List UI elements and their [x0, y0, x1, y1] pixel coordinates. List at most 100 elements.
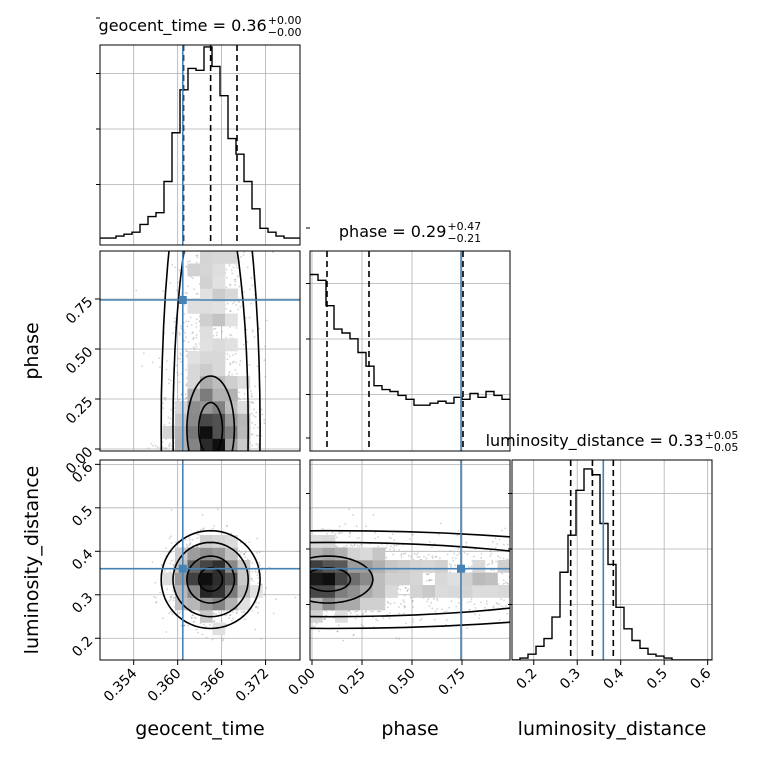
sample-point [201, 633, 204, 636]
sample-point [234, 278, 237, 281]
sample-point [338, 531, 341, 534]
sample-point [254, 606, 257, 609]
sample-point [252, 415, 255, 417]
sample-point [256, 426, 259, 429]
density-cell [175, 413, 188, 427]
sample-point [233, 300, 236, 303]
density-cell [212, 388, 226, 402]
sample-point [185, 396, 188, 399]
sample-point [474, 548, 477, 551]
sample-point [251, 579, 254, 582]
sample-point [251, 330, 254, 333]
sample-point [230, 619, 233, 622]
sample-point [364, 611, 367, 613]
sample-point [185, 368, 187, 371]
sample-point [337, 624, 340, 627]
sample-point [388, 536, 391, 539]
title-text: geocent_time = [99, 16, 232, 36]
density-cell [175, 438, 188, 451]
histogram-bin [108, 238, 116, 240]
sample-point [221, 330, 223, 333]
sample-point [238, 550, 241, 552]
title-text: luminosity_distance = [486, 431, 668, 451]
sample-point [208, 624, 211, 626]
sample-point [436, 597, 438, 600]
sample-point [165, 447, 168, 449]
density-cell [200, 251, 213, 264]
sample-point [425, 557, 428, 559]
sample-point [225, 614, 228, 617]
sample-point [427, 553, 430, 556]
sample-point [187, 341, 190, 344]
sample-point [502, 557, 505, 560]
density-cell [212, 585, 226, 598]
histogram-bin [172, 133, 180, 240]
sample-point [203, 623, 205, 626]
sample-point [402, 612, 405, 615]
sample-point [196, 254, 199, 257]
sample-point [170, 610, 172, 613]
sample-point [196, 292, 199, 295]
sample-point [438, 557, 441, 559]
sample-point [403, 604, 405, 607]
density-cell [162, 426, 176, 439]
sample-point [167, 378, 170, 381]
histogram-bin [648, 654, 656, 660]
sample-point [371, 610, 374, 613]
histogram-bin [342, 333, 350, 450]
sample-point [168, 422, 171, 424]
sample-point [171, 263, 174, 266]
histogram-bin [284, 238, 292, 240]
sample-point [167, 416, 170, 419]
title-median: 0.33 [668, 431, 704, 450]
sample-point [236, 611, 239, 614]
title-lower-error: −0.00 [268, 26, 302, 39]
sample-point [402, 599, 405, 602]
sample-point [260, 583, 263, 586]
sample-point [186, 382, 188, 385]
sample-point [240, 255, 242, 258]
histogram-bin [528, 654, 536, 660]
sample-point [150, 442, 153, 445]
sample-point [246, 266, 249, 269]
sample-point [195, 322, 197, 324]
sample-point [192, 331, 194, 334]
sample-point [246, 558, 249, 561]
sample-point [228, 614, 231, 617]
sample-point [185, 354, 188, 357]
sample-point [428, 579, 430, 582]
density-cell [212, 426, 226, 439]
sample-point [170, 508, 173, 511]
sample-point [240, 551, 243, 554]
sample-point [436, 599, 439, 602]
sample-point [164, 398, 167, 401]
sample-point [358, 545, 361, 548]
panel-luminosity_distance-vs-geocent_time [99, 459, 301, 661]
sample-point [254, 423, 257, 426]
sample-point [171, 613, 173, 616]
sample-point [489, 555, 492, 557]
sample-point [178, 381, 181, 384]
sample-point [175, 364, 178, 367]
sample-point [187, 320, 190, 323]
sample-point [226, 302, 229, 305]
sample-point [256, 365, 259, 368]
density-cell [237, 572, 251, 586]
density-cell [237, 401, 251, 414]
sample-point [356, 537, 359, 540]
density-cell [200, 401, 213, 414]
histogram-bin [292, 238, 300, 240]
sample-point [470, 598, 473, 600]
density-cell [200, 276, 213, 289]
sample-point [255, 601, 257, 604]
sample-point [163, 570, 166, 572]
density-cell [212, 413, 226, 427]
sample-point [213, 525, 216, 527]
sample-point [250, 277, 253, 279]
sample-point [162, 407, 165, 409]
sample-point [186, 325, 189, 328]
sample-point [184, 291, 187, 294]
contour-level [172, 251, 250, 451]
density-cell [187, 401, 201, 414]
sample-point [467, 566, 470, 568]
